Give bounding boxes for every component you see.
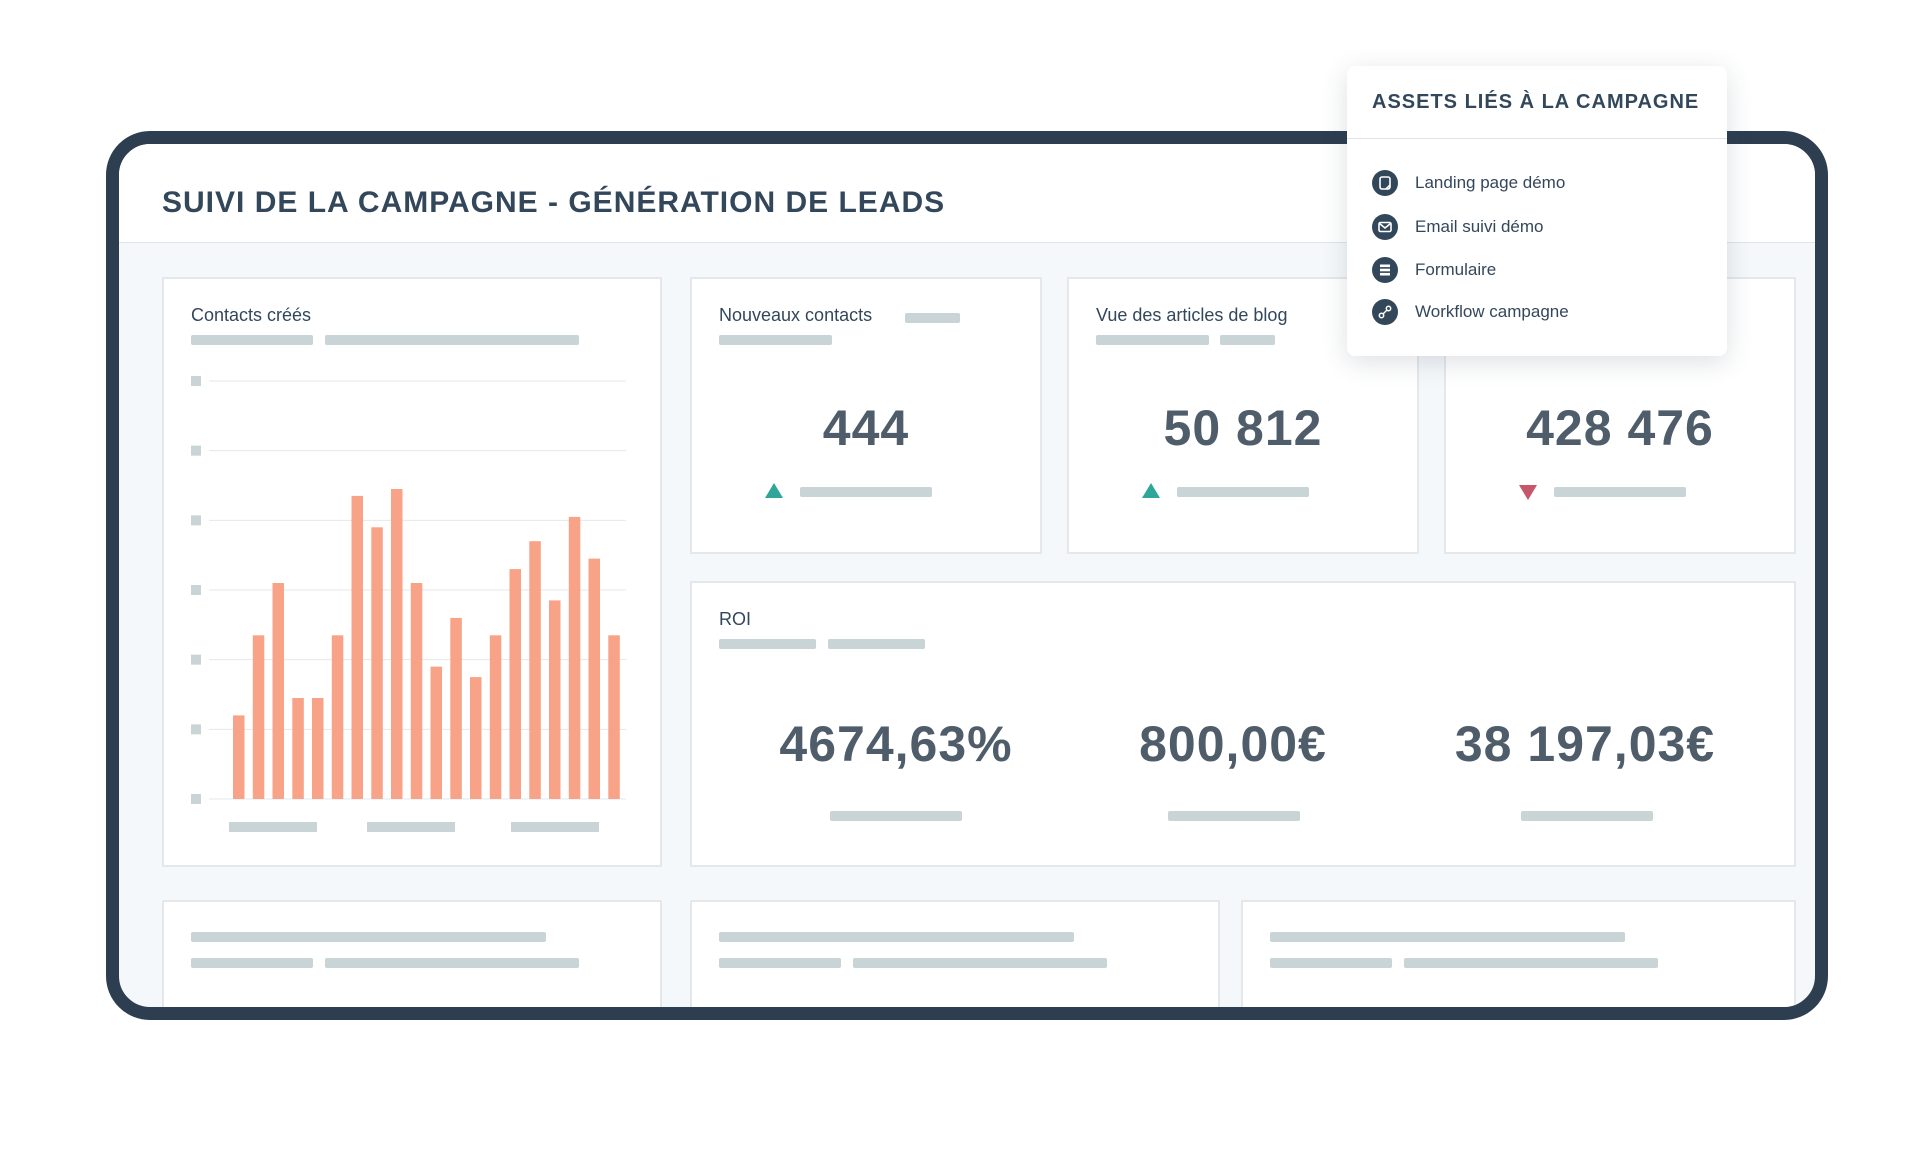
chart-bar[interactable] bbox=[312, 698, 324, 799]
roi-revenue-value: 38 197,03€ bbox=[1454, 716, 1716, 772]
skeleton-line bbox=[191, 958, 313, 968]
card-title: Vue des articles de blog bbox=[1096, 305, 1288, 325]
x-tick-label bbox=[511, 822, 599, 832]
chart-bar[interactable] bbox=[509, 569, 522, 799]
chart-bar[interactable] bbox=[470, 677, 482, 799]
page-title: SUIVI DE LA CAMPAGNE - GÉNÉRATION DE LEA… bbox=[162, 186, 946, 219]
y-tick-label bbox=[191, 445, 201, 456]
y-tick-label bbox=[191, 794, 201, 804]
bottom-card[interactable] bbox=[162, 900, 662, 1007]
skeleton-line bbox=[1404, 958, 1658, 968]
chart-bar[interactable] bbox=[529, 541, 541, 799]
skeleton-line bbox=[191, 932, 546, 942]
x-tick-label bbox=[367, 822, 455, 832]
chart-bar[interactable] bbox=[331, 635, 344, 799]
landing-page-icon bbox=[1372, 170, 1398, 196]
skeleton-line bbox=[719, 932, 1074, 942]
new-contacts-card[interactable]: Nouveaux contacts 444 bbox=[690, 277, 1042, 554]
card-title: Nouveaux contacts bbox=[719, 305, 873, 325]
asset-label: Email suivi démo bbox=[1415, 217, 1544, 236]
skeleton-line bbox=[191, 335, 313, 345]
asset-label: Workflow campagne bbox=[1415, 302, 1569, 321]
blog-views-value: 50 812 bbox=[1163, 400, 1323, 456]
email-icon bbox=[1372, 214, 1398, 240]
skeleton-line bbox=[1270, 958, 1392, 968]
y-tick-label bbox=[191, 585, 201, 595]
chart-bar[interactable] bbox=[351, 495, 364, 799]
chart-bar[interactable] bbox=[568, 516, 581, 799]
chart-bar[interactable] bbox=[272, 583, 285, 799]
skeleton-line bbox=[1096, 335, 1209, 345]
skeleton-line bbox=[853, 958, 1107, 968]
skeleton-line bbox=[828, 639, 925, 649]
chart-bar[interactable] bbox=[489, 635, 502, 799]
skeleton-line bbox=[1554, 487, 1686, 497]
chart-bar[interactable] bbox=[233, 715, 245, 799]
popup-title: ASSETS LIÉS À LA CAMPAGNE bbox=[1372, 91, 1700, 113]
y-tick-label bbox=[191, 376, 201, 386]
chart-bar[interactable] bbox=[292, 698, 304, 799]
skeleton-line bbox=[1521, 811, 1653, 821]
roi-percentage-value: 4674,63% bbox=[779, 716, 1013, 772]
contacts-bar-chart bbox=[191, 376, 626, 832]
roi-cost-value: 800,00€ bbox=[1139, 716, 1327, 772]
chart-bar[interactable] bbox=[450, 617, 462, 799]
chart-bar[interactable] bbox=[549, 600, 561, 799]
asset-item-landing-page[interactable]: Landing page démo bbox=[1372, 168, 1692, 198]
skeleton-line bbox=[719, 958, 841, 968]
chart-bar[interactable] bbox=[371, 527, 383, 799]
skeleton-line bbox=[719, 639, 816, 649]
skeleton-line bbox=[905, 313, 960, 323]
form-icon bbox=[1372, 257, 1398, 283]
new-contacts-value: 444 bbox=[822, 400, 910, 456]
workflow-icon bbox=[1372, 299, 1398, 325]
bottom-card[interactable] bbox=[690, 900, 1220, 1007]
skeleton-line bbox=[1177, 487, 1309, 497]
asset-label: Formulaire bbox=[1415, 260, 1497, 279]
trend-down-icon bbox=[1519, 485, 1537, 500]
third-metric-value: 428 476 bbox=[1526, 400, 1714, 456]
skeleton-line bbox=[325, 958, 579, 968]
divider bbox=[1347, 138, 1727, 139]
y-tick-label bbox=[191, 654, 201, 665]
chart-bar[interactable] bbox=[410, 583, 423, 799]
card-title: ROI bbox=[719, 609, 752, 629]
trend-up-icon bbox=[765, 483, 783, 498]
skeleton-line bbox=[800, 487, 932, 497]
asset-item-form[interactable]: Formulaire bbox=[1372, 255, 1692, 285]
assets-popup: ASSETS LIÉS À LA CAMPAGNE Landing page d… bbox=[1347, 66, 1727, 356]
skeleton-line bbox=[325, 335, 579, 345]
skeleton-line bbox=[830, 811, 962, 821]
skeleton-line bbox=[719, 335, 832, 345]
skeleton-line bbox=[1270, 932, 1625, 942]
chart-bar[interactable] bbox=[608, 635, 620, 799]
chart-bar[interactable] bbox=[391, 489, 403, 799]
trend-up-icon bbox=[1142, 483, 1160, 498]
y-tick-label bbox=[191, 724, 201, 735]
asset-item-workflow[interactable]: Workflow campagne bbox=[1372, 297, 1692, 327]
chart-bar[interactable] bbox=[588, 558, 601, 799]
chart-bar[interactable] bbox=[252, 635, 265, 799]
roi-card[interactable]: ROI 4674,63% 800,00€ 38 197,03€ bbox=[690, 581, 1796, 867]
bottom-card[interactable] bbox=[1241, 900, 1796, 1007]
skeleton-line bbox=[1220, 335, 1275, 345]
asset-item-email[interactable]: Email suivi démo bbox=[1372, 212, 1692, 242]
y-tick-label bbox=[191, 515, 201, 526]
chart-bar[interactable] bbox=[430, 666, 443, 799]
skeleton-line bbox=[1168, 811, 1300, 821]
card-title: Contacts créés bbox=[191, 305, 312, 325]
x-tick-label bbox=[229, 822, 317, 832]
asset-label: Landing page démo bbox=[1415, 173, 1566, 192]
contacts-created-card[interactable]: Contacts créés bbox=[162, 277, 662, 867]
